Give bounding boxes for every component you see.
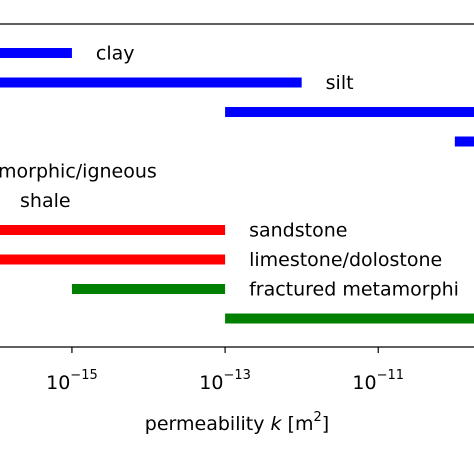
x-tick-exponent: −13 <box>223 368 250 383</box>
bar-label: clay <box>96 43 135 65</box>
range-bar <box>71 284 226 294</box>
x-axis-label-part: ] <box>322 413 329 435</box>
range-bar <box>454 136 474 147</box>
range-bar <box>225 107 474 117</box>
range-bar <box>225 313 474 324</box>
x-axis-label-part: permeability <box>145 413 271 435</box>
x-axis-label-part: k <box>271 413 283 435</box>
bar-label: shale <box>20 190 71 212</box>
x-tick-label: 10−13 <box>199 368 251 394</box>
range-bar <box>0 77 302 88</box>
bar-label: sandstone <box>249 220 347 242</box>
x-axis-label-part: 2 <box>313 410 321 425</box>
x-tick-exponent: −15 <box>70 368 97 383</box>
x-axis-label-part: [m <box>282 413 314 435</box>
bar-label: morphic/igneous <box>0 161 157 183</box>
x-tick-label: 10−15 <box>46 368 98 394</box>
x-axis-label: permeability k [m2] <box>145 410 329 435</box>
x-tick-exponent: −11 <box>377 368 404 383</box>
range-bar <box>0 48 72 58</box>
range-bar <box>0 225 226 235</box>
bar-label: silt <box>326 72 354 94</box>
x-tick-label: 10−11 <box>352 368 404 394</box>
x-tick-base: 10 <box>199 372 223 394</box>
bar-label: limestone/dolostone <box>249 249 442 271</box>
x-tick-base: 10 <box>46 372 70 394</box>
x-tick-base: 10 <box>352 372 376 394</box>
range-bar <box>0 254 226 265</box>
bar-label: fractured metamorphi <box>249 279 459 301</box>
